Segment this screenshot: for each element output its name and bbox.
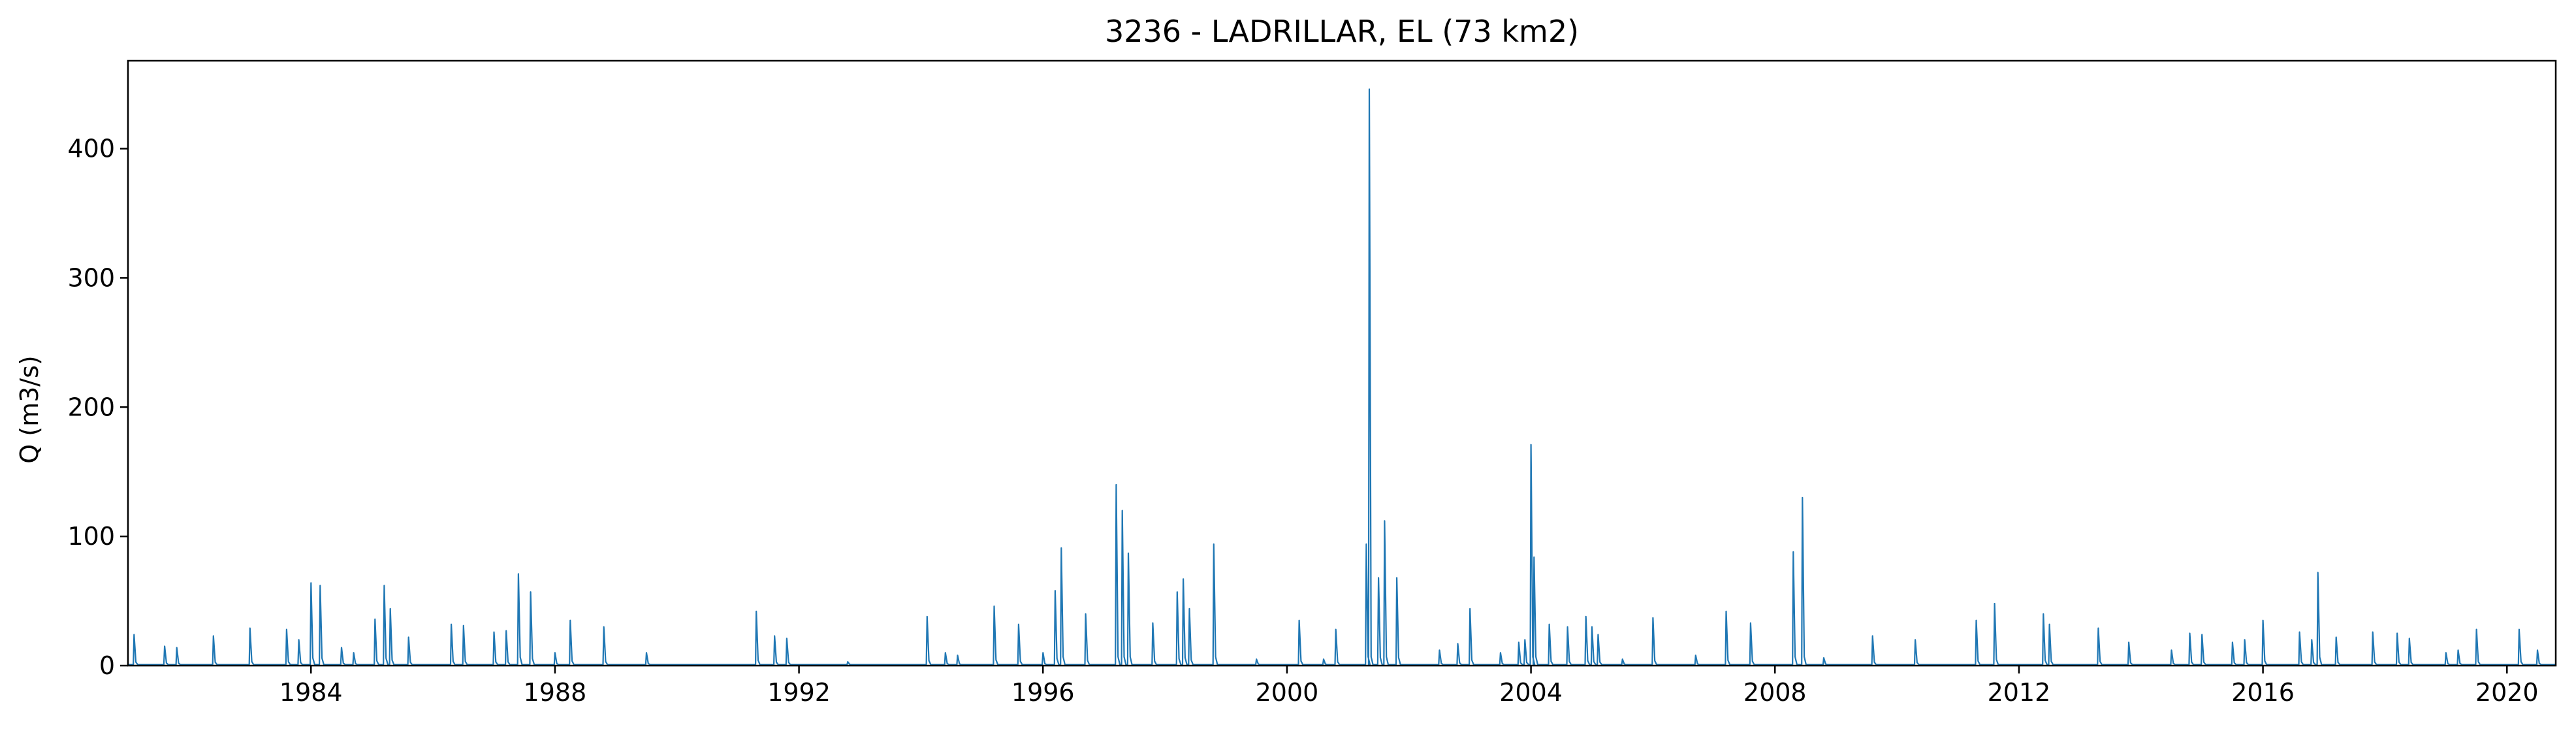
x-tick-label: 2004: [1499, 678, 1563, 707]
x-tick-label: 1996: [1011, 678, 1075, 707]
plot-area: [127, 59, 2557, 667]
y-tick-label: 100: [67, 522, 115, 551]
x-tick-label: 1984: [279, 678, 343, 707]
x-tick-label: 2000: [1256, 678, 1319, 707]
x-tick-label: 2008: [1743, 678, 1807, 707]
x-tick-label: 2012: [1988, 678, 2051, 707]
plot-frame: [127, 59, 2557, 667]
chart-title: 3236 - LADRILLAR, EL (73 km2): [1105, 14, 1579, 49]
series-line-discharge: [128, 88, 2556, 666]
x-axis: 1984 1988 1992 1996 2000 2004 2008 2012 2016 2020: [279, 666, 2539, 707]
y-tick-label: 400: [67, 135, 115, 163]
x-tick-label: 2016: [2231, 678, 2295, 707]
y-tick-label: 200: [67, 393, 115, 421]
y-axis-label: Q (m3/s): [15, 355, 44, 463]
x-tick-label: 1992: [767, 678, 831, 707]
y-tick-label: 300: [67, 263, 115, 292]
y-tick-label: 0: [99, 651, 115, 680]
x-tick-label: 2020: [2475, 678, 2539, 707]
x-tick-label: 1988: [524, 678, 587, 707]
y-axis: 0 100 200 300 400: [67, 135, 128, 680]
